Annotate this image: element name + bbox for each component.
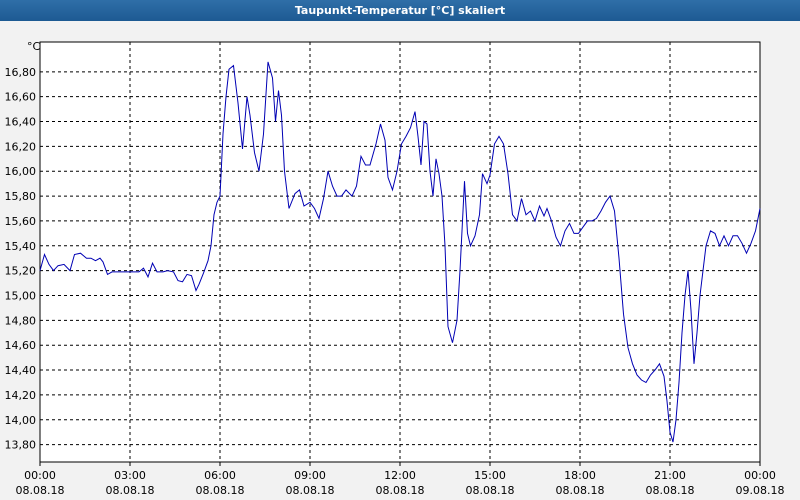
y-tick-label: 16,20: [5, 140, 37, 153]
x-tick-time-label: 12:00: [384, 469, 416, 482]
x-tick-date-label: 08.08.18: [556, 484, 605, 497]
x-tick-time-label: 00:00: [24, 469, 56, 482]
x-tick-date-label: 08.08.18: [16, 484, 65, 497]
y-tick-label: 16,80: [5, 66, 37, 79]
y-tick-label: 14,60: [5, 339, 37, 352]
x-tick-time-label: 15:00: [474, 469, 506, 482]
x-tick-time-label: 09:00: [294, 469, 326, 482]
y-tick-label: 15,00: [5, 289, 37, 302]
x-tick-date-label: 09.08.18: [736, 484, 785, 497]
y-tick-label: 14,00: [5, 414, 37, 427]
dewpoint-series-line: [39, 61, 761, 443]
grid-lines: [40, 42, 760, 462]
y-tick-label: 15,60: [5, 215, 37, 228]
x-tick-date-label: 08.08.18: [466, 484, 515, 497]
y-tick-label: 15,20: [5, 265, 37, 278]
y-tick-label: 14,20: [5, 389, 37, 402]
x-tick-time-label: 18:00: [564, 469, 596, 482]
x-tick-time-label: 00:00: [744, 469, 776, 482]
x-tick-date-label: 08.08.18: [646, 484, 695, 497]
x-tick-date-label: 08.08.18: [106, 484, 155, 497]
x-tick-time-label: 03:00: [114, 469, 146, 482]
y-tick-label: 16,40: [5, 116, 37, 129]
y-tick-label: 14,80: [5, 314, 37, 327]
x-axis-ticks: 00:00 08.08.18 03:00 08.08.18 06:00 08.08.18 0…: [16, 462, 785, 497]
y-tick-label: 14,40: [5, 364, 37, 377]
y-tick-label: 15,40: [5, 240, 37, 253]
x-tick-time-label: 06:00: [204, 469, 236, 482]
y-tick-label: 13,80: [5, 439, 37, 452]
y-axis-unit-label: °C: [27, 40, 41, 53]
y-tick-label: 15,80: [5, 190, 37, 203]
window-title: Taupunkt-Temperatur [°C] skaliert: [0, 0, 800, 21]
x-tick-date-label: 08.08.18: [376, 484, 425, 497]
x-tick-time-label: 21:00: [654, 469, 686, 482]
x-tick-date-label: 08.08.18: [196, 484, 245, 497]
y-tick-label: 16,60: [5, 91, 37, 104]
y-axis-ticks: 16,80 16,60 16,40 16,20 16,00 15,80 15,60 15,40…: [5, 66, 37, 452]
x-tick-date-label: 08.08.18: [286, 484, 335, 497]
y-tick-label: 16,00: [5, 165, 37, 178]
